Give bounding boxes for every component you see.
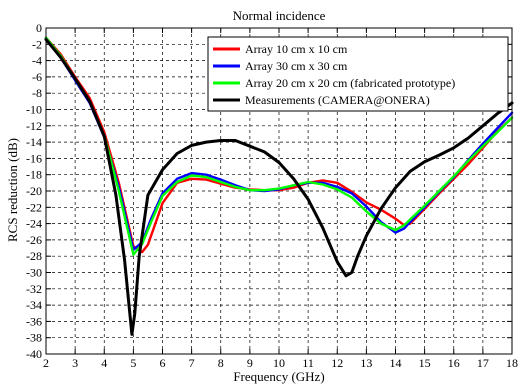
x-tick-labels: 2 3 4 5 6 7 8 9 10 11 12 13 14 15 16 17 18 — [43, 356, 518, 370]
series-line-3 — [44, 36, 514, 256]
y-tick-label: -12 — [26, 119, 42, 133]
y-tick-label: -6 — [32, 70, 42, 84]
y-tick-label: -36 — [26, 314, 42, 328]
x-tick-label: 8 — [218, 356, 224, 370]
y-tick-label: -16 — [26, 151, 42, 165]
x-tick-label: 10 — [273, 356, 285, 370]
legend-items: Array 10 cm x 10 cm Array 30 cm x 30 cm Ar… — [213, 42, 455, 107]
legend-label-2: Array 30 cm x 30 cm — [245, 59, 348, 73]
x-tick-label: 5 — [130, 356, 136, 370]
y-tick-label: -40 — [26, 347, 42, 361]
x-tick-label: 2 — [43, 356, 49, 370]
y-tick-label: -22 — [26, 200, 42, 214]
legend-label-4: Measurements (CAMERA@ONERA) — [245, 93, 430, 107]
x-tick-label: 17 — [477, 356, 489, 370]
y-tick-label: -30 — [26, 266, 42, 280]
x-tick-label: 3 — [72, 356, 78, 370]
x-tick-label: 14 — [390, 356, 402, 370]
y-tick-label: -24 — [26, 217, 42, 231]
y-tick-label: -26 — [26, 233, 42, 247]
chart-title: Normal incidence — [233, 8, 326, 23]
x-axis-title: Frequency (GHz) — [233, 369, 324, 384]
series-line-4 — [44, 37, 514, 336]
legend-box — [207, 36, 509, 112]
y-tick-labels: 0 -2 -4 -6 -8 -10 -12 -14 -16 -18 -20 -22 -24 -26 -28 -… — [26, 21, 42, 361]
y-tick-label: -20 — [26, 184, 42, 198]
legend-label-1: Array 10 cm x 10 cm — [245, 42, 348, 56]
legend-label-3: Array 20 cm x 20 cm (fabricated prototyp… — [245, 76, 455, 90]
x-tick-label: 15 — [419, 356, 431, 370]
x-tick-label: 16 — [448, 356, 460, 370]
series-lines — [44, 36, 514, 336]
x-tick-label: 6 — [160, 356, 166, 370]
y-tick-label: -10 — [26, 103, 42, 117]
y-tick-label: -32 — [26, 282, 42, 296]
y-axis-title: RCS reduction (dB) — [5, 138, 20, 242]
x-tick-label: 11 — [302, 356, 314, 370]
tick-marks — [45, 27, 513, 355]
x-tick-label: 7 — [189, 356, 195, 370]
x-tick-label: 9 — [247, 356, 253, 370]
x-tick-label: 4 — [101, 356, 107, 370]
y-tick-label: -2 — [32, 37, 42, 51]
x-tick-label: 12 — [331, 356, 343, 370]
y-tick-label: -14 — [26, 135, 42, 149]
y-tick-label: -34 — [26, 298, 42, 312]
y-tick-label: -8 — [32, 86, 42, 100]
y-tick-label: -18 — [26, 168, 42, 182]
y-tick-label: -38 — [26, 331, 42, 345]
y-tick-label: -4 — [32, 54, 42, 68]
x-tick-label: 13 — [360, 356, 372, 370]
x-tick-label: 18 — [506, 356, 518, 370]
y-tick-label: -28 — [26, 249, 42, 263]
legend: Array 10 cm x 10 cm Array 30 cm x 30 cm Ar… — [207, 36, 509, 112]
y-tick-label: 0 — [36, 21, 42, 35]
